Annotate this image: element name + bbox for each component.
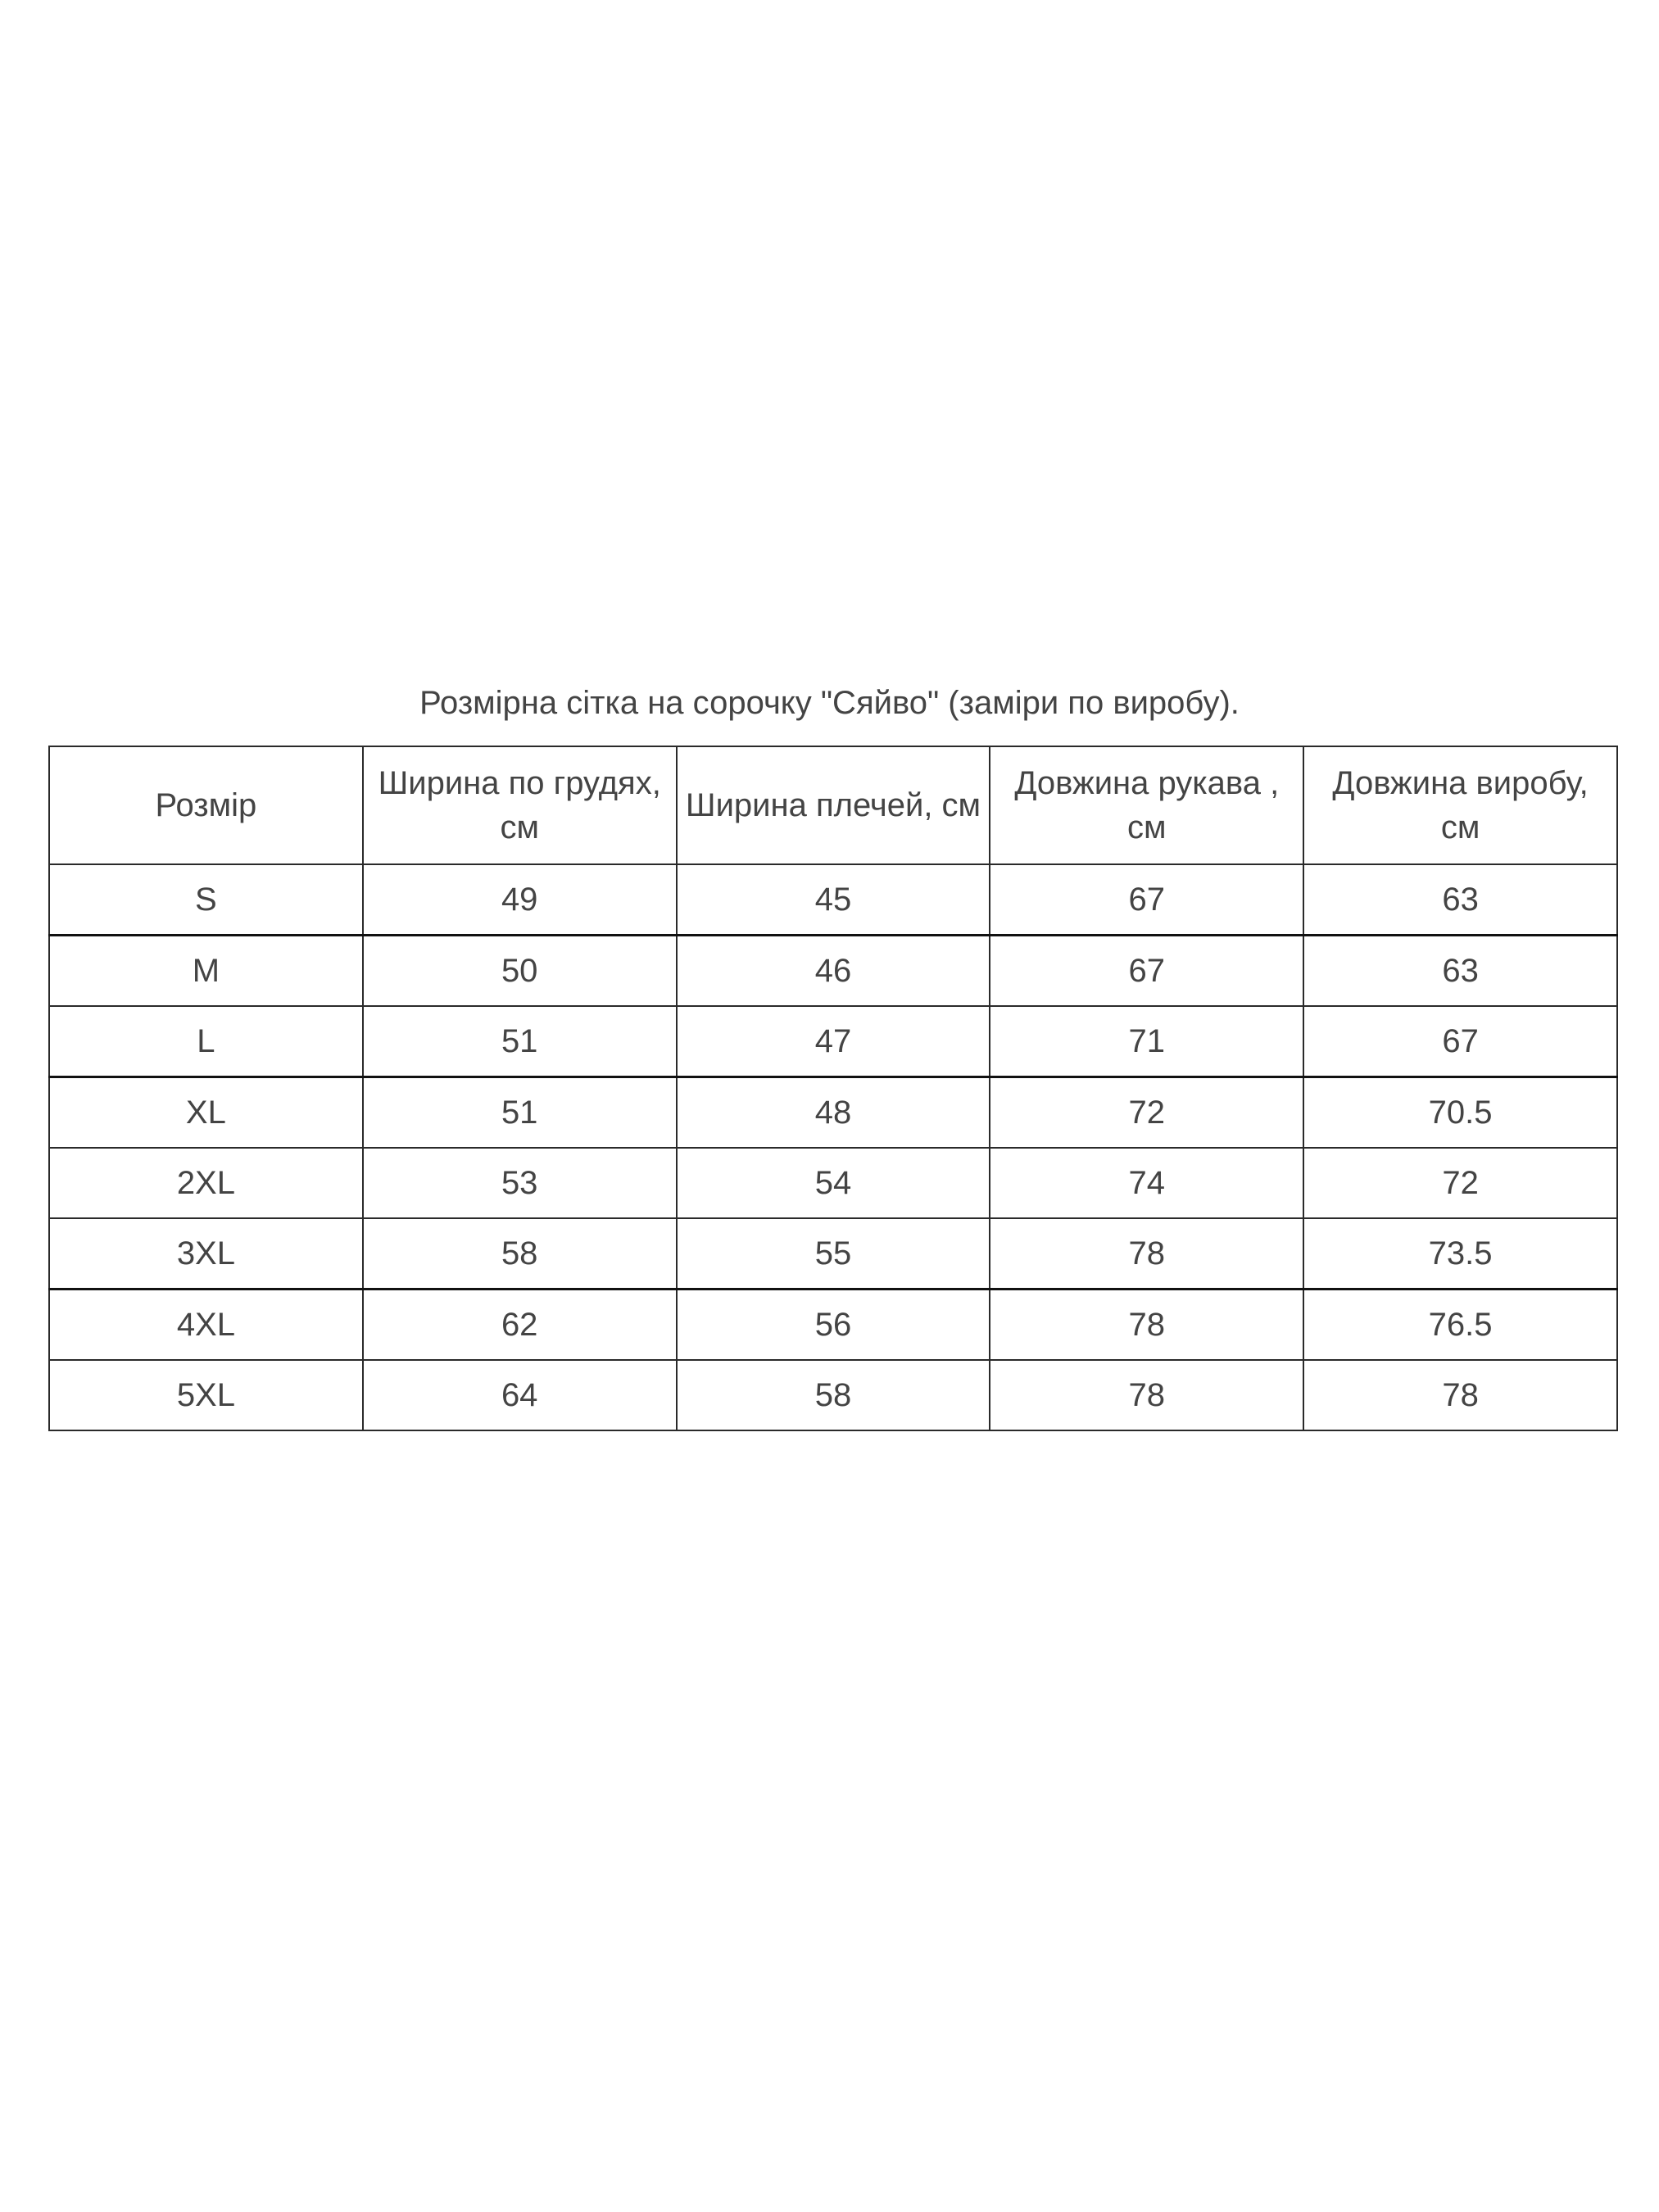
table-cell: M — [48, 934, 364, 1007]
table-row: 3XL 58 55 78 73.5 — [48, 1217, 1618, 1290]
table-cell: L — [48, 1005, 364, 1078]
table-row: S 49 45 67 63 — [48, 863, 1618, 936]
table-cell: S — [48, 863, 364, 936]
table-cell: 56 — [675, 1288, 991, 1361]
table-row: 2XL 53 54 74 72 — [48, 1147, 1618, 1219]
table-cell: 51 — [361, 1005, 678, 1078]
table-cell: 5XL — [48, 1359, 364, 1431]
table-cell: 78 — [989, 1359, 1305, 1431]
table-cell: 64 — [361, 1359, 678, 1431]
size-chart-table: Розмір Ширина по грудях, см Ширина плечей,… — [48, 746, 1618, 1431]
table-cell: 73.5 — [1303, 1217, 1618, 1290]
table-cell: 51 — [361, 1076, 678, 1149]
table-cell: 67 — [989, 934, 1305, 1007]
table-cell: 58 — [675, 1359, 991, 1431]
table-cell: XL — [48, 1076, 364, 1149]
table-cell: 2XL — [48, 1147, 364, 1219]
table-cell: 47 — [675, 1005, 991, 1078]
table-cell: 78 — [1303, 1359, 1618, 1431]
table-cell: 74 — [989, 1147, 1305, 1219]
table-row: XL 51 48 72 70.5 — [48, 1076, 1618, 1149]
table-cell: 45 — [675, 863, 991, 936]
table-cell: 78 — [989, 1217, 1305, 1290]
table-cell: 72 — [989, 1076, 1305, 1149]
table-cell: 58 — [361, 1217, 678, 1290]
column-header: Ширина плечей, см — [675, 746, 991, 865]
table-row: 4XL 62 56 78 76.5 — [48, 1288, 1618, 1361]
table-cell: 63 — [1303, 863, 1618, 936]
table-cell: 50 — [361, 934, 678, 1007]
table-cell: 49 — [361, 863, 678, 936]
column-header: Довжина виробу, см — [1303, 746, 1618, 865]
table-cell: 54 — [675, 1147, 991, 1219]
table-row: 5XL 64 58 78 78 — [48, 1359, 1618, 1431]
table-cell: 53 — [361, 1147, 678, 1219]
table-cell: 76.5 — [1303, 1288, 1618, 1361]
header-row: Розмір Ширина по грудях, см Ширина плечей,… — [48, 746, 1618, 865]
column-header: Ширина по грудях, см — [361, 746, 678, 865]
table-row: L 51 47 71 67 — [48, 1005, 1618, 1078]
page-title: Розмірна сітка на сорочку "Сяйво" (замір… — [419, 685, 1240, 721]
column-header: Розмір — [48, 746, 364, 865]
table-cell: 71 — [989, 1005, 1305, 1078]
table-row: M 50 46 67 63 — [48, 934, 1618, 1007]
table-cell: 46 — [675, 934, 991, 1007]
column-header: Довжина рукава , см — [989, 746, 1305, 865]
table-cell: 63 — [1303, 934, 1618, 1007]
table-cell: 72 — [1303, 1147, 1618, 1219]
table-cell: 62 — [361, 1288, 678, 1361]
table-cell: 55 — [675, 1217, 991, 1290]
table-cell: 67 — [989, 863, 1305, 936]
table-cell: 78 — [989, 1288, 1305, 1361]
table-cell: 3XL — [48, 1217, 364, 1290]
table-cell: 70.5 — [1303, 1076, 1618, 1149]
table-cell: 48 — [675, 1076, 991, 1149]
table-cell: 67 — [1303, 1005, 1618, 1078]
table-cell: 4XL — [48, 1288, 364, 1361]
